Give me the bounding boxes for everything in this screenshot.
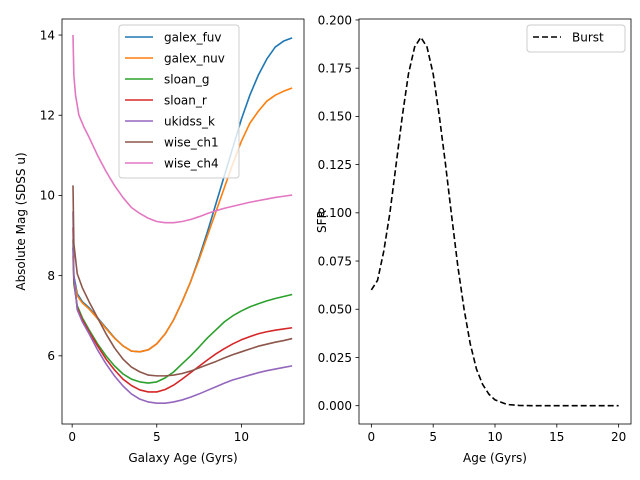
right-panel-sfr: 0 5 10 15 20 0.000 0.025 0.050 0.075 0.100 0.125 0.… [315, 13, 632, 465]
y-axis-label: SFR [315, 210, 329, 233]
legend-label: Burst [572, 30, 604, 44]
series-line-wise-ch4 [72, 35, 293, 224]
series-line-sloan-g [72, 239, 293, 384]
legend-label: galex_fuv [164, 30, 222, 44]
series-line-ukidss-k [72, 211, 293, 404]
x-tick-label: 0 [68, 430, 76, 444]
legend-label: wise_ch4 [164, 156, 219, 170]
y-tick-label: 0.100 [318, 206, 352, 220]
legend-box [526, 24, 626, 53]
y-tick-label: 14 [40, 28, 55, 42]
legend: Burst [526, 24, 626, 53]
y-tick-label: 8 [47, 269, 55, 283]
legend: galex_fuv galex_nuv sloan_g sloan_r ukidss_k… [118, 24, 240, 179]
y-tick-label: 10 [40, 189, 55, 203]
y-tick-label: 12 [40, 109, 55, 123]
x-tick-label: 10 [487, 430, 502, 444]
x-tick-label: 5 [429, 430, 437, 444]
y-tick-label: 0.150 [318, 110, 352, 124]
y-tick-label: 0.000 [318, 399, 352, 413]
x-tick-label: 5 [153, 430, 161, 444]
series-line-sloan-r [72, 227, 293, 393]
x-tick-label: 15 [549, 430, 564, 444]
series-line-galex-nuv [72, 87, 293, 353]
legend-box [118, 24, 240, 179]
x-tick-label: 20 [611, 430, 626, 444]
y-tick-label: 6 [47, 349, 55, 363]
y-tick-label: 0.025 [318, 351, 352, 365]
x-axis-label: Age (Gyrs) [463, 451, 527, 465]
legend-label: galex_nuv [164, 51, 225, 65]
y-tick-label: 0.050 [318, 303, 352, 317]
y-tick-label: 0.175 [318, 61, 352, 75]
legend-label: sloan_r [164, 93, 207, 107]
x-axis-label: Galaxy Age (Gyrs) [128, 451, 237, 465]
axes-frame [61, 18, 305, 425]
y-tick-label: 0.200 [318, 13, 352, 27]
legend-label: sloan_g [164, 72, 210, 86]
legend-label: ukidss_k [164, 114, 215, 128]
left-panel-magnitudes: 0 5 10 6 8 10 12 14 Galaxy Age (Gyrs) Absolute Ma… [14, 18, 305, 465]
y-tick-label: 0.125 [318, 158, 352, 172]
x-tick-label: 10 [234, 430, 249, 444]
y-axis-label: Absolute Mag (SDSS u) [14, 152, 28, 290]
series-line-burst [370, 36, 619, 407]
legend-label: wise_ch1 [164, 135, 219, 149]
series-line-wise-ch1 [72, 185, 293, 377]
x-tick-label: 0 [368, 430, 376, 444]
y-tick-label: 0.075 [318, 254, 352, 268]
